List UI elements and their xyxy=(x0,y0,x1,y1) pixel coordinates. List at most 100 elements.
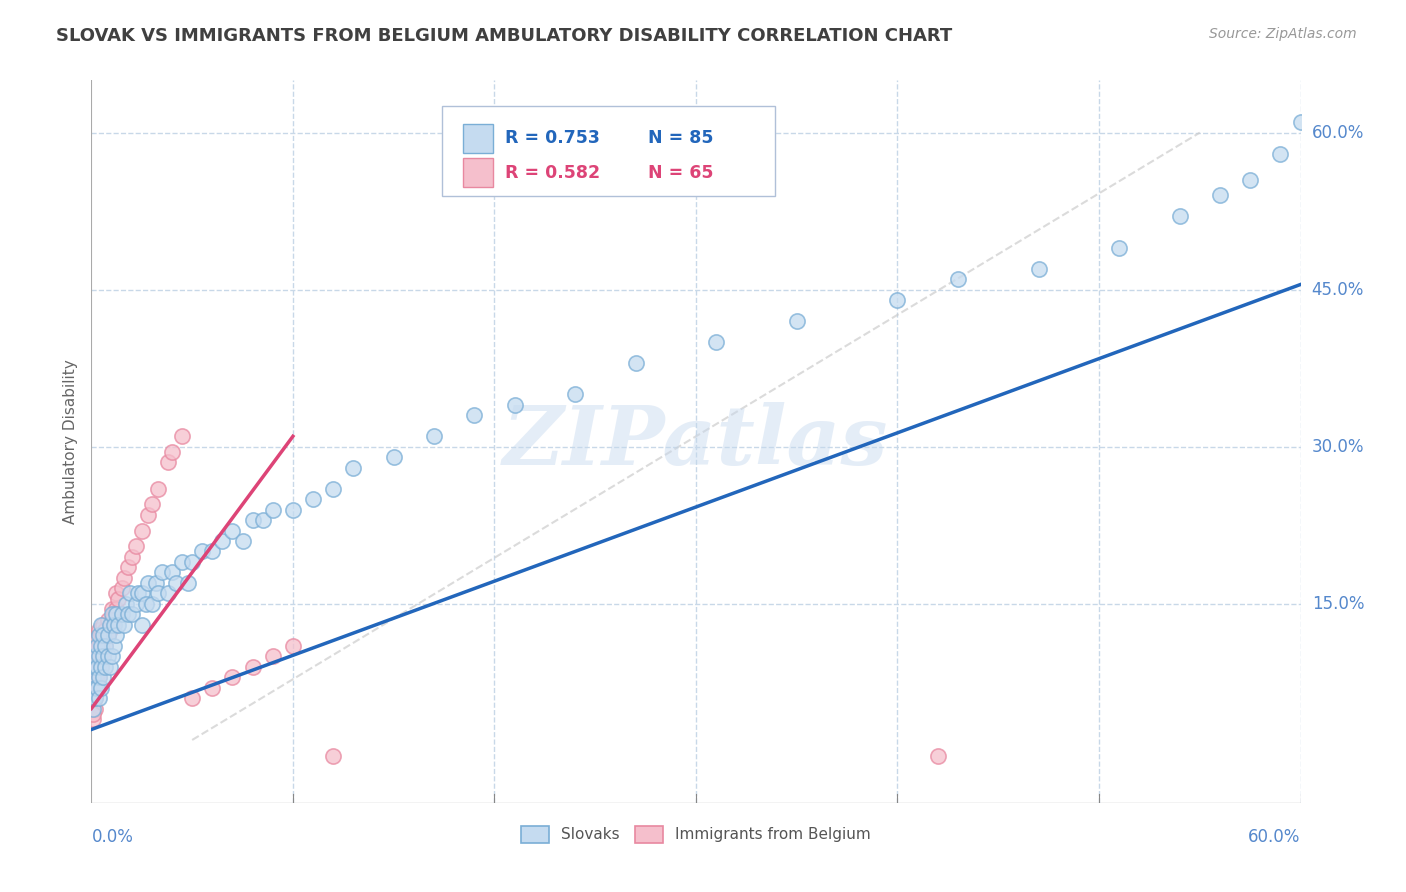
Point xyxy=(82,706,104,721)
Point xyxy=(177,575,200,590)
Point xyxy=(141,497,163,511)
Point xyxy=(98,659,121,673)
Point xyxy=(94,639,117,653)
Point xyxy=(281,639,304,653)
Point xyxy=(86,681,108,695)
Point xyxy=(118,586,141,600)
Point xyxy=(564,387,586,401)
Point xyxy=(90,617,112,632)
Point xyxy=(86,675,108,690)
Point xyxy=(94,639,117,653)
Point xyxy=(121,607,143,622)
Point xyxy=(82,675,104,690)
Point xyxy=(94,659,117,673)
Point xyxy=(100,649,122,664)
Point xyxy=(156,455,179,469)
Point xyxy=(96,649,118,664)
Point xyxy=(463,409,485,423)
Point xyxy=(503,398,526,412)
Point xyxy=(94,623,117,637)
Point xyxy=(86,649,108,664)
Point xyxy=(89,649,111,664)
Point xyxy=(1108,241,1130,255)
Point xyxy=(90,681,112,695)
Point xyxy=(1289,115,1312,129)
Point xyxy=(82,712,104,726)
Legend: Slovaks, Immigrants from Belgium: Slovaks, Immigrants from Belgium xyxy=(516,820,876,849)
Point xyxy=(84,681,107,695)
Point xyxy=(104,628,127,642)
Point xyxy=(103,607,125,622)
Point xyxy=(82,655,104,669)
Point xyxy=(135,597,157,611)
Point xyxy=(93,670,115,684)
Text: SLOVAK VS IMMIGRANTS FROM BELGIUM AMBULATORY DISABILITY CORRELATION CHART: SLOVAK VS IMMIGRANTS FROM BELGIUM AMBULA… xyxy=(56,27,952,45)
Point xyxy=(112,571,135,585)
Text: Source: ZipAtlas.com: Source: ZipAtlas.com xyxy=(1209,27,1357,41)
Point xyxy=(90,639,112,653)
Text: 30.0%: 30.0% xyxy=(1312,438,1364,456)
Point xyxy=(82,686,104,700)
Point xyxy=(90,655,112,669)
Point xyxy=(103,617,125,632)
Point xyxy=(82,701,104,715)
Point xyxy=(84,691,107,706)
Point xyxy=(82,670,104,684)
Point xyxy=(121,549,143,564)
Point xyxy=(201,681,224,695)
Point xyxy=(84,701,107,715)
Point xyxy=(114,597,136,611)
Point xyxy=(201,544,224,558)
Point xyxy=(96,613,118,627)
Point xyxy=(100,613,122,627)
Point xyxy=(98,617,121,632)
Point xyxy=(89,639,111,653)
Point xyxy=(100,602,122,616)
Point xyxy=(89,670,111,684)
Point xyxy=(90,628,112,642)
Point xyxy=(100,617,122,632)
Text: 60.0%: 60.0% xyxy=(1249,828,1301,846)
Point xyxy=(946,272,969,286)
Point xyxy=(382,450,405,465)
Point xyxy=(82,649,104,664)
Point xyxy=(242,513,264,527)
Text: N = 85: N = 85 xyxy=(648,129,713,147)
Point xyxy=(93,628,115,642)
Text: ZIPatlas: ZIPatlas xyxy=(503,401,889,482)
Point xyxy=(96,628,118,642)
Point xyxy=(104,602,127,616)
Point xyxy=(322,748,344,763)
Point xyxy=(1209,188,1232,202)
Point xyxy=(131,617,153,632)
Point xyxy=(90,644,112,658)
Point xyxy=(84,644,107,658)
Point xyxy=(191,544,214,558)
Point xyxy=(302,492,325,507)
Point xyxy=(145,575,167,590)
Point xyxy=(136,575,159,590)
Point xyxy=(86,681,108,695)
Point xyxy=(107,617,129,632)
Point xyxy=(111,581,132,595)
Point xyxy=(125,597,148,611)
Point xyxy=(160,445,183,459)
Point xyxy=(107,591,129,606)
Point xyxy=(141,597,163,611)
Point xyxy=(342,460,364,475)
Point xyxy=(84,659,107,673)
Point xyxy=(262,502,284,516)
Point xyxy=(125,539,148,553)
Point xyxy=(82,691,104,706)
Point xyxy=(1239,173,1261,187)
Point xyxy=(160,566,183,580)
Text: R = 0.582: R = 0.582 xyxy=(505,164,600,182)
Point xyxy=(221,670,243,684)
Point xyxy=(211,534,233,549)
Text: N = 65: N = 65 xyxy=(648,164,713,182)
Point xyxy=(704,334,727,349)
Point xyxy=(281,502,304,516)
Point xyxy=(89,665,111,679)
Point xyxy=(93,644,115,658)
Point xyxy=(84,659,107,673)
